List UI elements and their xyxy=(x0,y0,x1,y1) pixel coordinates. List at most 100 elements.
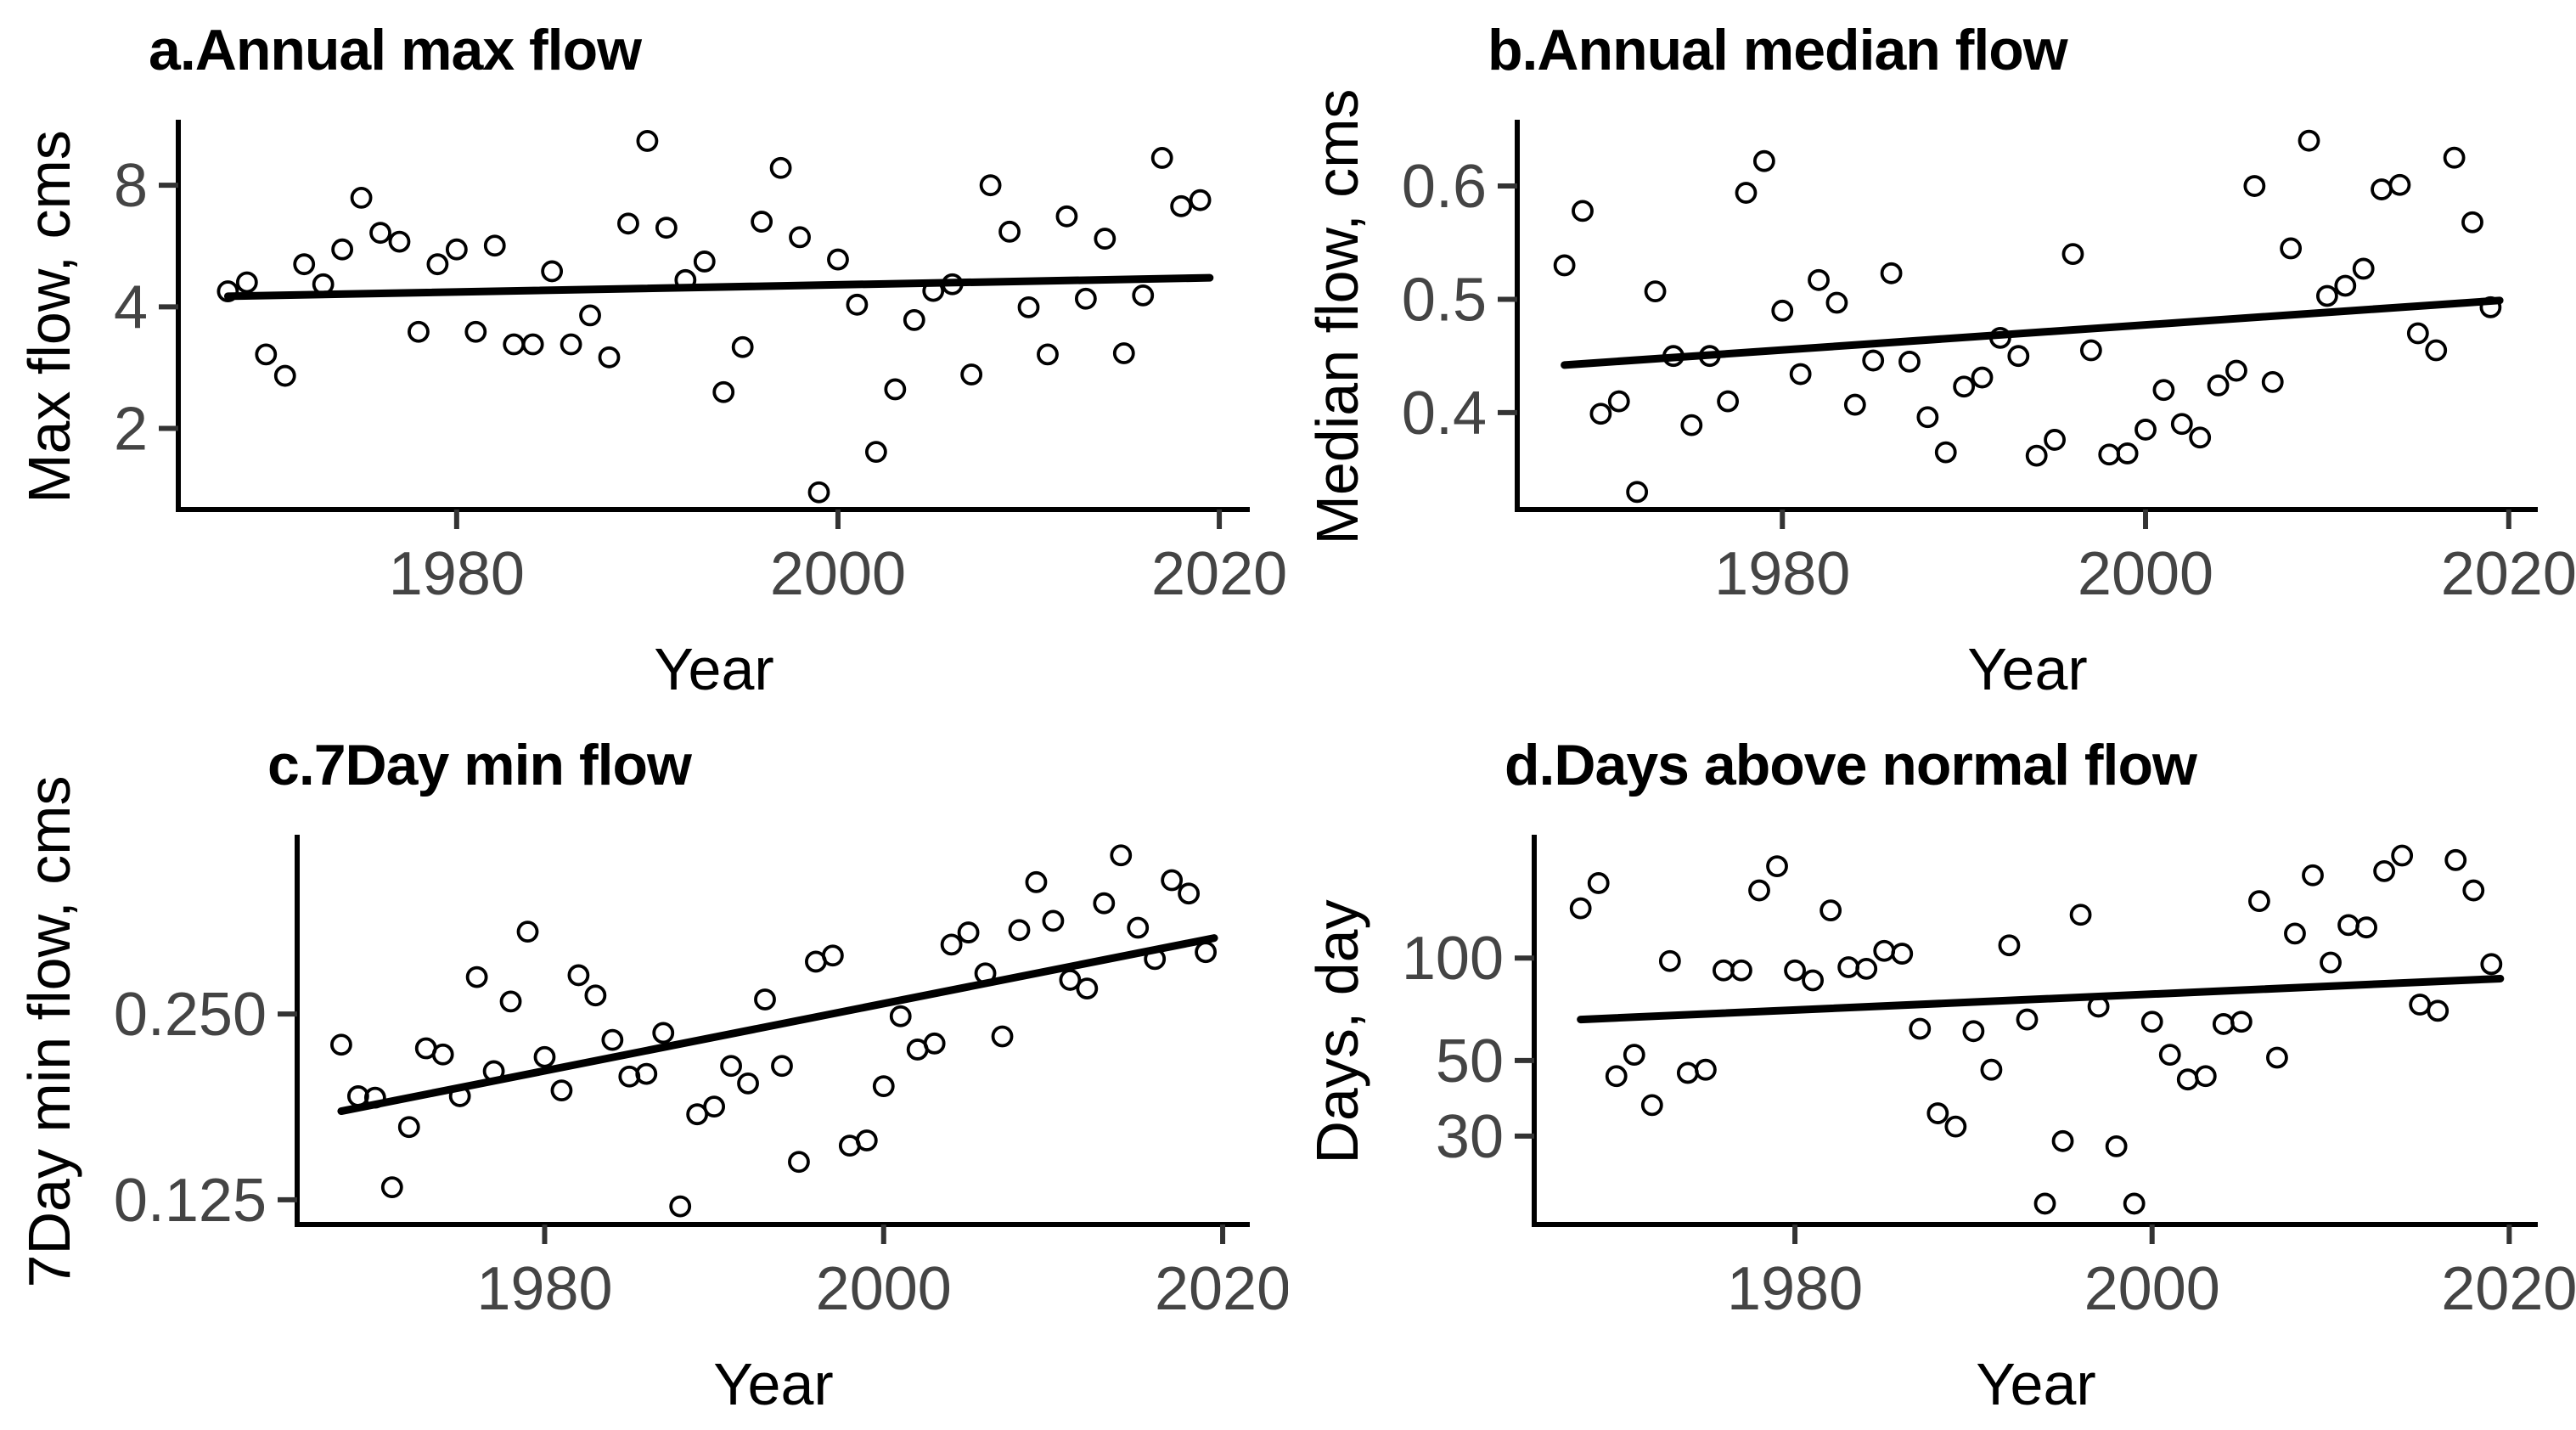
data-point xyxy=(998,220,1021,243)
scatter-plot-annual-max-flow: 1980 2000 2020 2 4 8 xyxy=(114,120,1287,608)
data-point xyxy=(1189,189,1212,211)
data-point xyxy=(2194,1065,2217,1088)
data-point xyxy=(655,217,678,239)
data-point xyxy=(1862,349,1885,372)
data-points xyxy=(1569,844,2503,1215)
data-points xyxy=(330,844,1217,1218)
data-point xyxy=(1553,254,1576,277)
data-point xyxy=(465,966,488,988)
data-point xyxy=(431,1043,454,1066)
data-point xyxy=(2051,1129,2074,1152)
data-point xyxy=(2140,1011,2163,1033)
data-point xyxy=(2248,890,2270,913)
data-point xyxy=(769,156,792,179)
data-point xyxy=(1820,899,1842,922)
data-point xyxy=(2443,146,2466,169)
data-point xyxy=(1953,375,1976,398)
panel-title: d.Days above normal flow xyxy=(1505,733,2197,797)
data-point xyxy=(503,333,526,356)
data-point xyxy=(957,921,980,943)
data-point xyxy=(2352,257,2375,280)
data-point xyxy=(464,320,487,343)
data-point xyxy=(331,238,354,261)
data-point xyxy=(1784,959,1806,982)
data-point xyxy=(2033,1192,2056,1215)
data-point xyxy=(1127,916,1150,939)
data-point xyxy=(2152,379,2175,402)
x-tick-label: 1980 xyxy=(476,1255,612,1323)
x-tick-label: 2020 xyxy=(1155,1255,1288,1323)
data-point xyxy=(1572,200,1594,222)
x-tick-label: 2020 xyxy=(2441,540,2576,608)
trend-line xyxy=(223,273,1214,301)
data-point xyxy=(889,1005,912,1027)
y-tick-label: 0.125 xyxy=(114,1167,267,1235)
data-point xyxy=(1873,939,1896,962)
data-point xyxy=(601,1028,624,1051)
data-point xyxy=(1074,287,1097,310)
data-point xyxy=(330,1033,352,1056)
data-point xyxy=(2391,844,2414,867)
data-point xyxy=(1766,855,1788,878)
data-point xyxy=(1771,299,1794,322)
panel-title: c.7Day min flow xyxy=(267,733,692,797)
data-point xyxy=(2007,345,2030,368)
data-point xyxy=(2105,1135,2128,1157)
data-point xyxy=(293,253,316,276)
data-point xyxy=(1569,897,1592,920)
data-point xyxy=(2444,848,2467,871)
data-point xyxy=(2207,374,2230,397)
data-point xyxy=(1150,147,1173,169)
y-tick-label: 30 xyxy=(1436,1103,1504,1171)
data-point xyxy=(1626,481,1649,504)
data-point xyxy=(821,944,844,967)
x-tick-label: 2000 xyxy=(2078,540,2213,608)
data-point xyxy=(1962,1020,1985,1043)
data-point xyxy=(1676,1061,1699,1084)
data-point xyxy=(1789,363,1812,386)
data-point xyxy=(2280,237,2303,260)
data-point xyxy=(807,481,830,504)
data-point xyxy=(1730,959,1752,982)
data-point xyxy=(1161,869,1184,892)
data-point xyxy=(1980,1058,2003,1081)
data-point xyxy=(1735,182,1758,204)
trend-line xyxy=(337,934,1218,1116)
data-point xyxy=(2016,1008,2039,1031)
data-point xyxy=(397,1116,420,1139)
data-point xyxy=(1748,879,1770,902)
data-point xyxy=(541,260,564,283)
data-point xyxy=(731,335,754,358)
data-point xyxy=(720,1055,742,1078)
data-point xyxy=(408,320,430,343)
x-axis-label: Year xyxy=(654,636,774,702)
panel-annual-max-flow: a.Annual max flow Max flow, cms 1980 2000… xyxy=(0,0,1288,715)
data-point xyxy=(991,1025,1014,1048)
scatter-plot-annual-median-flow: 1980 2000 2020 0.4 0.5 0.6 xyxy=(1402,120,2576,608)
x-tick-label: 1980 xyxy=(1714,540,1850,608)
data-point xyxy=(771,1055,793,1078)
data-point xyxy=(1717,390,1739,413)
x-axis-label: Year xyxy=(713,1351,834,1417)
data-point xyxy=(2044,429,2066,451)
y-tick-label: 0.250 xyxy=(114,981,267,1049)
data-point xyxy=(1855,957,1878,980)
panel-days-above-normal-flow: d.Days above normal flow Days, day 1980 2… xyxy=(1288,715,2576,1430)
data-point xyxy=(2116,442,2139,464)
data-point xyxy=(669,1195,692,1218)
data-point xyxy=(1934,441,1957,464)
data-point xyxy=(521,333,544,356)
data-point xyxy=(2337,914,2359,937)
data-point xyxy=(273,364,296,387)
data-point xyxy=(1680,414,1703,436)
data-point xyxy=(960,363,983,386)
data-point xyxy=(788,1151,810,1174)
data-point xyxy=(2409,994,2432,1016)
data-point xyxy=(499,990,522,1013)
x-tick-label: 2000 xyxy=(816,1255,952,1323)
data-point xyxy=(2373,859,2396,882)
data-point xyxy=(2316,284,2338,307)
data-point xyxy=(1802,969,1824,992)
data-point xyxy=(579,304,601,327)
data-point xyxy=(1110,844,1133,867)
